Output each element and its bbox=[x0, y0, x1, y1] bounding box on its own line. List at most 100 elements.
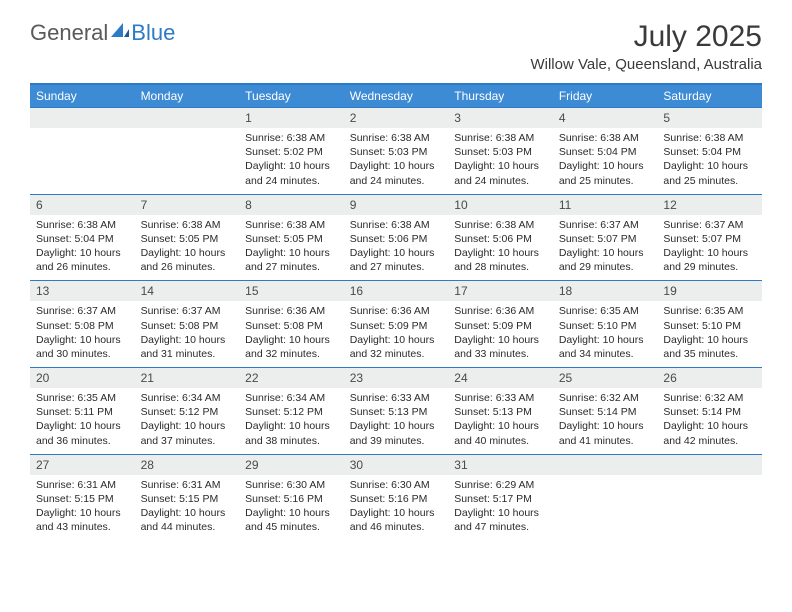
calendar-cell: 18Sunrise: 6:35 AMSunset: 5:10 PMDayligh… bbox=[553, 280, 658, 367]
logo-sail-icon bbox=[111, 23, 129, 37]
sunrise-line: Sunrise: 6:35 AM bbox=[663, 304, 756, 318]
calendar-cell: 8Sunrise: 6:38 AMSunset: 5:05 PMDaylight… bbox=[239, 194, 344, 281]
cell-body bbox=[30, 128, 135, 137]
cell-body: Sunrise: 6:38 AMSunset: 5:05 PMDaylight:… bbox=[135, 215, 240, 281]
sunrise-line: Sunrise: 6:37 AM bbox=[141, 304, 234, 318]
calendar-cell: 17Sunrise: 6:36 AMSunset: 5:09 PMDayligh… bbox=[448, 280, 553, 367]
calendar-cell: 16Sunrise: 6:36 AMSunset: 5:09 PMDayligh… bbox=[344, 280, 449, 367]
cell-body: Sunrise: 6:38 AMSunset: 5:04 PMDaylight:… bbox=[657, 128, 762, 194]
sunrise-line: Sunrise: 6:38 AM bbox=[245, 131, 338, 145]
day-number: 11 bbox=[553, 194, 658, 215]
cell-body: Sunrise: 6:31 AMSunset: 5:15 PMDaylight:… bbox=[135, 475, 240, 541]
day-number: 10 bbox=[448, 194, 553, 215]
daylight-line: Daylight: 10 hours and 24 minutes. bbox=[350, 159, 443, 187]
sunset-line: Sunset: 5:04 PM bbox=[36, 232, 129, 246]
calendar-cell: 20Sunrise: 6:35 AMSunset: 5:11 PMDayligh… bbox=[30, 367, 135, 454]
sunset-line: Sunset: 5:12 PM bbox=[141, 405, 234, 419]
sunset-line: Sunset: 5:07 PM bbox=[663, 232, 756, 246]
sunrise-line: Sunrise: 6:36 AM bbox=[350, 304, 443, 318]
calendar-cell: 4Sunrise: 6:38 AMSunset: 5:04 PMDaylight… bbox=[553, 107, 658, 194]
sunrise-line: Sunrise: 6:38 AM bbox=[245, 218, 338, 232]
day-header: Sunday bbox=[30, 85, 135, 107]
cell-body: Sunrise: 6:37 AMSunset: 5:08 PMDaylight:… bbox=[30, 301, 135, 367]
cell-body: Sunrise: 6:35 AMSunset: 5:11 PMDaylight:… bbox=[30, 388, 135, 454]
sunrise-line: Sunrise: 6:36 AM bbox=[454, 304, 547, 318]
sunset-line: Sunset: 5:10 PM bbox=[663, 319, 756, 333]
cell-body: Sunrise: 6:38 AMSunset: 5:05 PMDaylight:… bbox=[239, 215, 344, 281]
logo-text-general: General bbox=[30, 20, 108, 46]
sunset-line: Sunset: 5:06 PM bbox=[454, 232, 547, 246]
calendar-cell: 6Sunrise: 6:38 AMSunset: 5:04 PMDaylight… bbox=[30, 194, 135, 281]
calendar-cell: 12Sunrise: 6:37 AMSunset: 5:07 PMDayligh… bbox=[657, 194, 762, 281]
calendar-cell: . bbox=[135, 107, 240, 194]
sunrise-line: Sunrise: 6:35 AM bbox=[559, 304, 652, 318]
day-number: 26 bbox=[657, 367, 762, 388]
day-header: Saturday bbox=[657, 85, 762, 107]
daylight-line: Daylight: 10 hours and 38 minutes. bbox=[245, 419, 338, 447]
daylight-line: Daylight: 10 hours and 24 minutes. bbox=[245, 159, 338, 187]
cell-body: Sunrise: 6:35 AMSunset: 5:10 PMDaylight:… bbox=[657, 301, 762, 367]
sunrise-line: Sunrise: 6:33 AM bbox=[350, 391, 443, 405]
calendar-cell: 3Sunrise: 6:38 AMSunset: 5:03 PMDaylight… bbox=[448, 107, 553, 194]
daylight-line: Daylight: 10 hours and 25 minutes. bbox=[663, 159, 756, 187]
calendar-cell: 25Sunrise: 6:32 AMSunset: 5:14 PMDayligh… bbox=[553, 367, 658, 454]
cell-body: Sunrise: 6:30 AMSunset: 5:16 PMDaylight:… bbox=[344, 475, 449, 541]
sunset-line: Sunset: 5:08 PM bbox=[141, 319, 234, 333]
day-number: 30 bbox=[344, 454, 449, 475]
calendar-cell: . bbox=[657, 454, 762, 541]
day-number: 28 bbox=[135, 454, 240, 475]
day-number: 18 bbox=[553, 280, 658, 301]
day-number: 23 bbox=[344, 367, 449, 388]
cell-body bbox=[135, 128, 240, 137]
logo-text-blue: Blue bbox=[131, 20, 175, 46]
sunset-line: Sunset: 5:15 PM bbox=[36, 492, 129, 506]
daylight-line: Daylight: 10 hours and 27 minutes. bbox=[245, 246, 338, 274]
day-number: . bbox=[135, 107, 240, 128]
day-number: 13 bbox=[30, 280, 135, 301]
sunrise-line: Sunrise: 6:34 AM bbox=[245, 391, 338, 405]
day-header: Friday bbox=[553, 85, 658, 107]
calendar-cell: 1Sunrise: 6:38 AMSunset: 5:02 PMDaylight… bbox=[239, 107, 344, 194]
week-row: 27Sunrise: 6:31 AMSunset: 5:15 PMDayligh… bbox=[30, 454, 762, 541]
calendar-cell: 15Sunrise: 6:36 AMSunset: 5:08 PMDayligh… bbox=[239, 280, 344, 367]
calendar-cell: 27Sunrise: 6:31 AMSunset: 5:15 PMDayligh… bbox=[30, 454, 135, 541]
sunrise-line: Sunrise: 6:38 AM bbox=[141, 218, 234, 232]
logo: General Blue bbox=[30, 20, 175, 46]
calendar-cell: 19Sunrise: 6:35 AMSunset: 5:10 PMDayligh… bbox=[657, 280, 762, 367]
sunset-line: Sunset: 5:16 PM bbox=[245, 492, 338, 506]
calendar: SundayMondayTuesdayWednesdayThursdayFrid… bbox=[30, 83, 762, 540]
day-number: 3 bbox=[448, 107, 553, 128]
day-number: 14 bbox=[135, 280, 240, 301]
sunset-line: Sunset: 5:04 PM bbox=[663, 145, 756, 159]
sunset-line: Sunset: 5:05 PM bbox=[141, 232, 234, 246]
day-number: 27 bbox=[30, 454, 135, 475]
calendar-cell: 9Sunrise: 6:38 AMSunset: 5:06 PMDaylight… bbox=[344, 194, 449, 281]
day-header: Thursday bbox=[448, 85, 553, 107]
cell-body: Sunrise: 6:37 AMSunset: 5:08 PMDaylight:… bbox=[135, 301, 240, 367]
day-number: 20 bbox=[30, 367, 135, 388]
cell-body: Sunrise: 6:30 AMSunset: 5:16 PMDaylight:… bbox=[239, 475, 344, 541]
day-number: . bbox=[30, 107, 135, 128]
calendar-cell: 31Sunrise: 6:29 AMSunset: 5:17 PMDayligh… bbox=[448, 454, 553, 541]
daylight-line: Daylight: 10 hours and 32 minutes. bbox=[245, 333, 338, 361]
sunset-line: Sunset: 5:15 PM bbox=[141, 492, 234, 506]
daylight-line: Daylight: 10 hours and 40 minutes. bbox=[454, 419, 547, 447]
daylight-line: Daylight: 10 hours and 43 minutes. bbox=[36, 506, 129, 534]
daylight-line: Daylight: 10 hours and 26 minutes. bbox=[141, 246, 234, 274]
day-number: 9 bbox=[344, 194, 449, 215]
daylight-line: Daylight: 10 hours and 47 minutes. bbox=[454, 506, 547, 534]
sunrise-line: Sunrise: 6:32 AM bbox=[559, 391, 652, 405]
day-number: 29 bbox=[239, 454, 344, 475]
day-number: 17 bbox=[448, 280, 553, 301]
sunrise-line: Sunrise: 6:38 AM bbox=[454, 218, 547, 232]
cell-body: Sunrise: 6:32 AMSunset: 5:14 PMDaylight:… bbox=[553, 388, 658, 454]
calendar-cell: 7Sunrise: 6:38 AMSunset: 5:05 PMDaylight… bbox=[135, 194, 240, 281]
daylight-line: Daylight: 10 hours and 42 minutes. bbox=[663, 419, 756, 447]
cell-body: Sunrise: 6:34 AMSunset: 5:12 PMDaylight:… bbox=[135, 388, 240, 454]
calendar-cell: 11Sunrise: 6:37 AMSunset: 5:07 PMDayligh… bbox=[553, 194, 658, 281]
daylight-line: Daylight: 10 hours and 32 minutes. bbox=[350, 333, 443, 361]
daylight-line: Daylight: 10 hours and 39 minutes. bbox=[350, 419, 443, 447]
sunrise-line: Sunrise: 6:34 AM bbox=[141, 391, 234, 405]
day-number: . bbox=[553, 454, 658, 475]
cell-body bbox=[553, 475, 658, 484]
